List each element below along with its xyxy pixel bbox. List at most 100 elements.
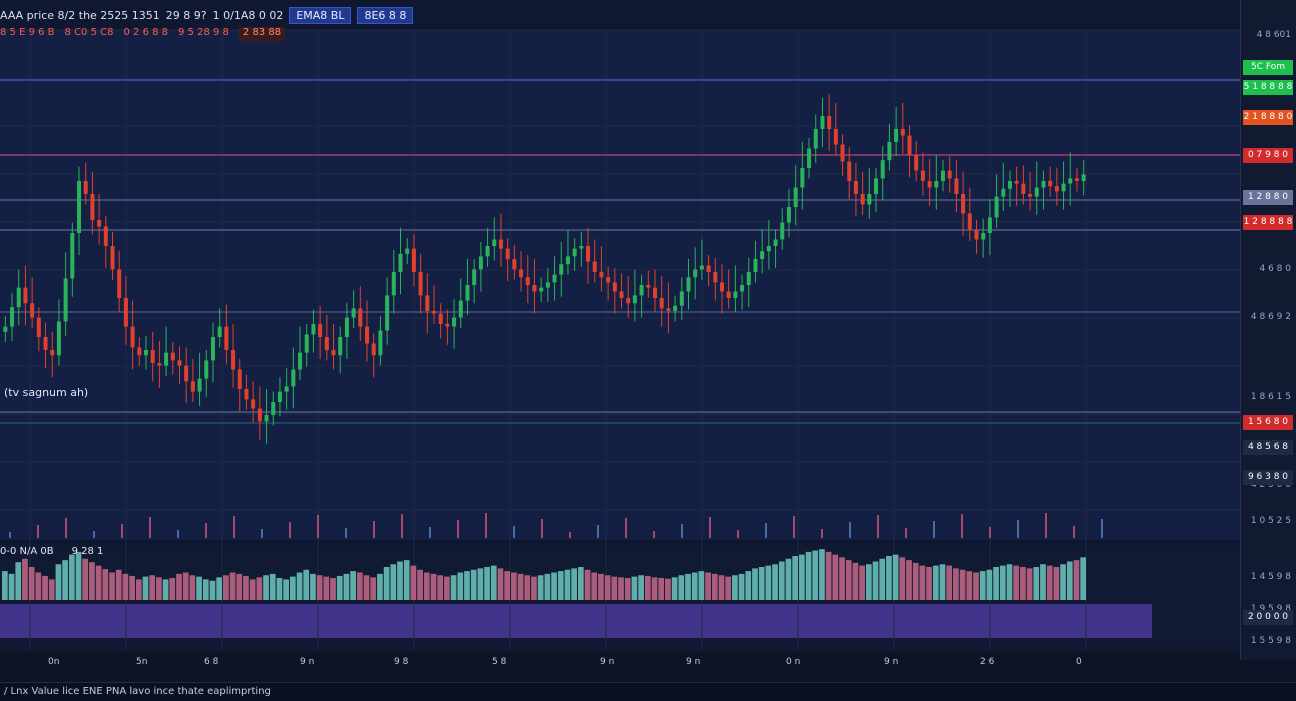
volume-bar <box>55 564 62 600</box>
volume-bar <box>825 551 832 600</box>
volume-bar <box>1066 561 1073 600</box>
time-axis[interactable]: 0n 5n 6 8 9 n 9 8 5 8 9 n 9 n 0 n 9 n 2 6 0 <box>0 652 1240 674</box>
candle-body <box>97 220 102 227</box>
volume-bar <box>758 567 765 600</box>
candle-body <box>472 269 477 285</box>
price-tag[interactable]: 1 5 6 8 0 <box>1243 415 1293 430</box>
volume-bar <box>216 577 223 600</box>
volume-bar <box>665 578 671 600</box>
volume-bar <box>631 576 638 600</box>
volume-bar <box>444 576 450 600</box>
volume-legend: 0-0 N/A 0B 9 28 1 <box>0 546 103 557</box>
volume-bar <box>618 577 624 600</box>
candle-body <box>1054 186 1059 192</box>
candle-body <box>586 246 591 262</box>
volume-bar <box>698 571 705 600</box>
time-tick-label: 9 8 <box>394 657 409 667</box>
volume-bar <box>8 573 15 600</box>
candle-body <box>231 350 236 370</box>
volume-bar <box>658 578 665 600</box>
volume-bar <box>169 578 176 600</box>
volume-bar <box>577 567 584 600</box>
candle-body <box>867 194 872 205</box>
candle-body <box>244 389 249 400</box>
volume-bar <box>531 576 537 600</box>
indicator-chip[interactable]: EMA8 BL <box>289 6 352 24</box>
volume-bar <box>557 571 564 600</box>
volume-bar <box>490 565 497 600</box>
time-tick-label: 5 8 <box>492 657 507 667</box>
price-tag[interactable]: 5 1 8 8 8 8 <box>1243 80 1293 95</box>
volume-bar <box>417 569 423 600</box>
price-tag[interactable]: 2 1 8 8 8 0 <box>1243 110 1293 125</box>
candle-body <box>358 308 363 327</box>
indicator-label[interactable]: (tv sagnum ah) <box>4 386 89 399</box>
candle-body <box>880 160 885 179</box>
candle-body <box>438 313 443 324</box>
volume-bar <box>430 573 437 600</box>
candle-body <box>264 415 269 422</box>
volume-bar <box>1033 567 1040 600</box>
volume-bar <box>95 565 102 600</box>
volume-bar <box>48 579 55 600</box>
price-tag[interactable]: 1 2 8 8 0 <box>1243 190 1293 205</box>
price-tag[interactable]: 2 0 0 0 0 <box>1243 610 1293 625</box>
ohlc-open: 8 5 E 9 6 B <box>0 27 55 38</box>
candle-body <box>820 116 825 129</box>
volume-bar <box>15 562 22 600</box>
volume-bar <box>423 572 430 600</box>
volume-bar <box>845 560 852 600</box>
price-tag[interactable]: 0 7 9 8 0 <box>1243 148 1293 163</box>
candle-body <box>492 239 497 246</box>
price-tag[interactable]: 5C Fom <box>1243 60 1293 75</box>
candle-body <box>659 298 664 309</box>
candle-body <box>425 295 430 311</box>
candle-body <box>699 265 704 270</box>
volume-bar <box>236 573 243 600</box>
volume-name[interactable]: 0-0 N/A 0B <box>0 546 54 557</box>
price-tag[interactable]: 9 6 3 8 0 <box>1243 470 1293 485</box>
volume-bar <box>1073 560 1080 600</box>
time-tick-label: 9 n <box>300 657 315 667</box>
volume-bar <box>604 575 611 600</box>
candle-body <box>733 291 738 298</box>
volume-bar <box>283 579 289 600</box>
volume-bar <box>1053 567 1060 600</box>
volume-bar <box>189 575 196 600</box>
candle-body <box>920 170 925 181</box>
volume-bar <box>799 554 805 600</box>
candle-body <box>532 285 537 292</box>
volume-bar <box>397 561 403 600</box>
volume-bar <box>289 576 296 600</box>
volume-bar <box>403 560 410 600</box>
candle-body <box>257 408 262 422</box>
price-tag[interactable]: 4 8 5 6 8 <box>1243 440 1293 455</box>
candle-body <box>572 248 577 257</box>
price-chart[interactable] <box>0 0 1240 652</box>
candle-body <box>251 399 256 409</box>
candle-body <box>56 321 61 356</box>
price-tick-label: 4 8 6 9 2 <box>1250 312 1291 322</box>
volume-bar <box>310 573 316 600</box>
volume-bar <box>263 575 269 600</box>
symbol-title[interactable]: AAA price 8/2 the 2525 1351 <box>0 8 160 22</box>
candle-body <box>1068 178 1073 184</box>
price-tag[interactable]: 1 2 8 8 8 8 <box>1243 215 1293 230</box>
volume-bar <box>819 549 825 600</box>
indicator-chip-2[interactable]: 8E6 8 8 <box>357 6 414 24</box>
candle-body <box>224 326 229 350</box>
volume-bar <box>598 573 604 600</box>
volume-bar <box>22 558 28 600</box>
volume-bar <box>202 579 209 600</box>
volume-bar <box>336 575 343 600</box>
volume-bar <box>571 568 577 600</box>
candle-body <box>318 324 323 337</box>
candle-body <box>43 337 48 350</box>
volume-bar <box>223 575 229 600</box>
candle-body <box>512 259 517 270</box>
volume-bar <box>879 558 886 600</box>
candle-body <box>539 287 544 292</box>
candle-body <box>1061 183 1066 192</box>
volume-bar <box>383 567 390 600</box>
